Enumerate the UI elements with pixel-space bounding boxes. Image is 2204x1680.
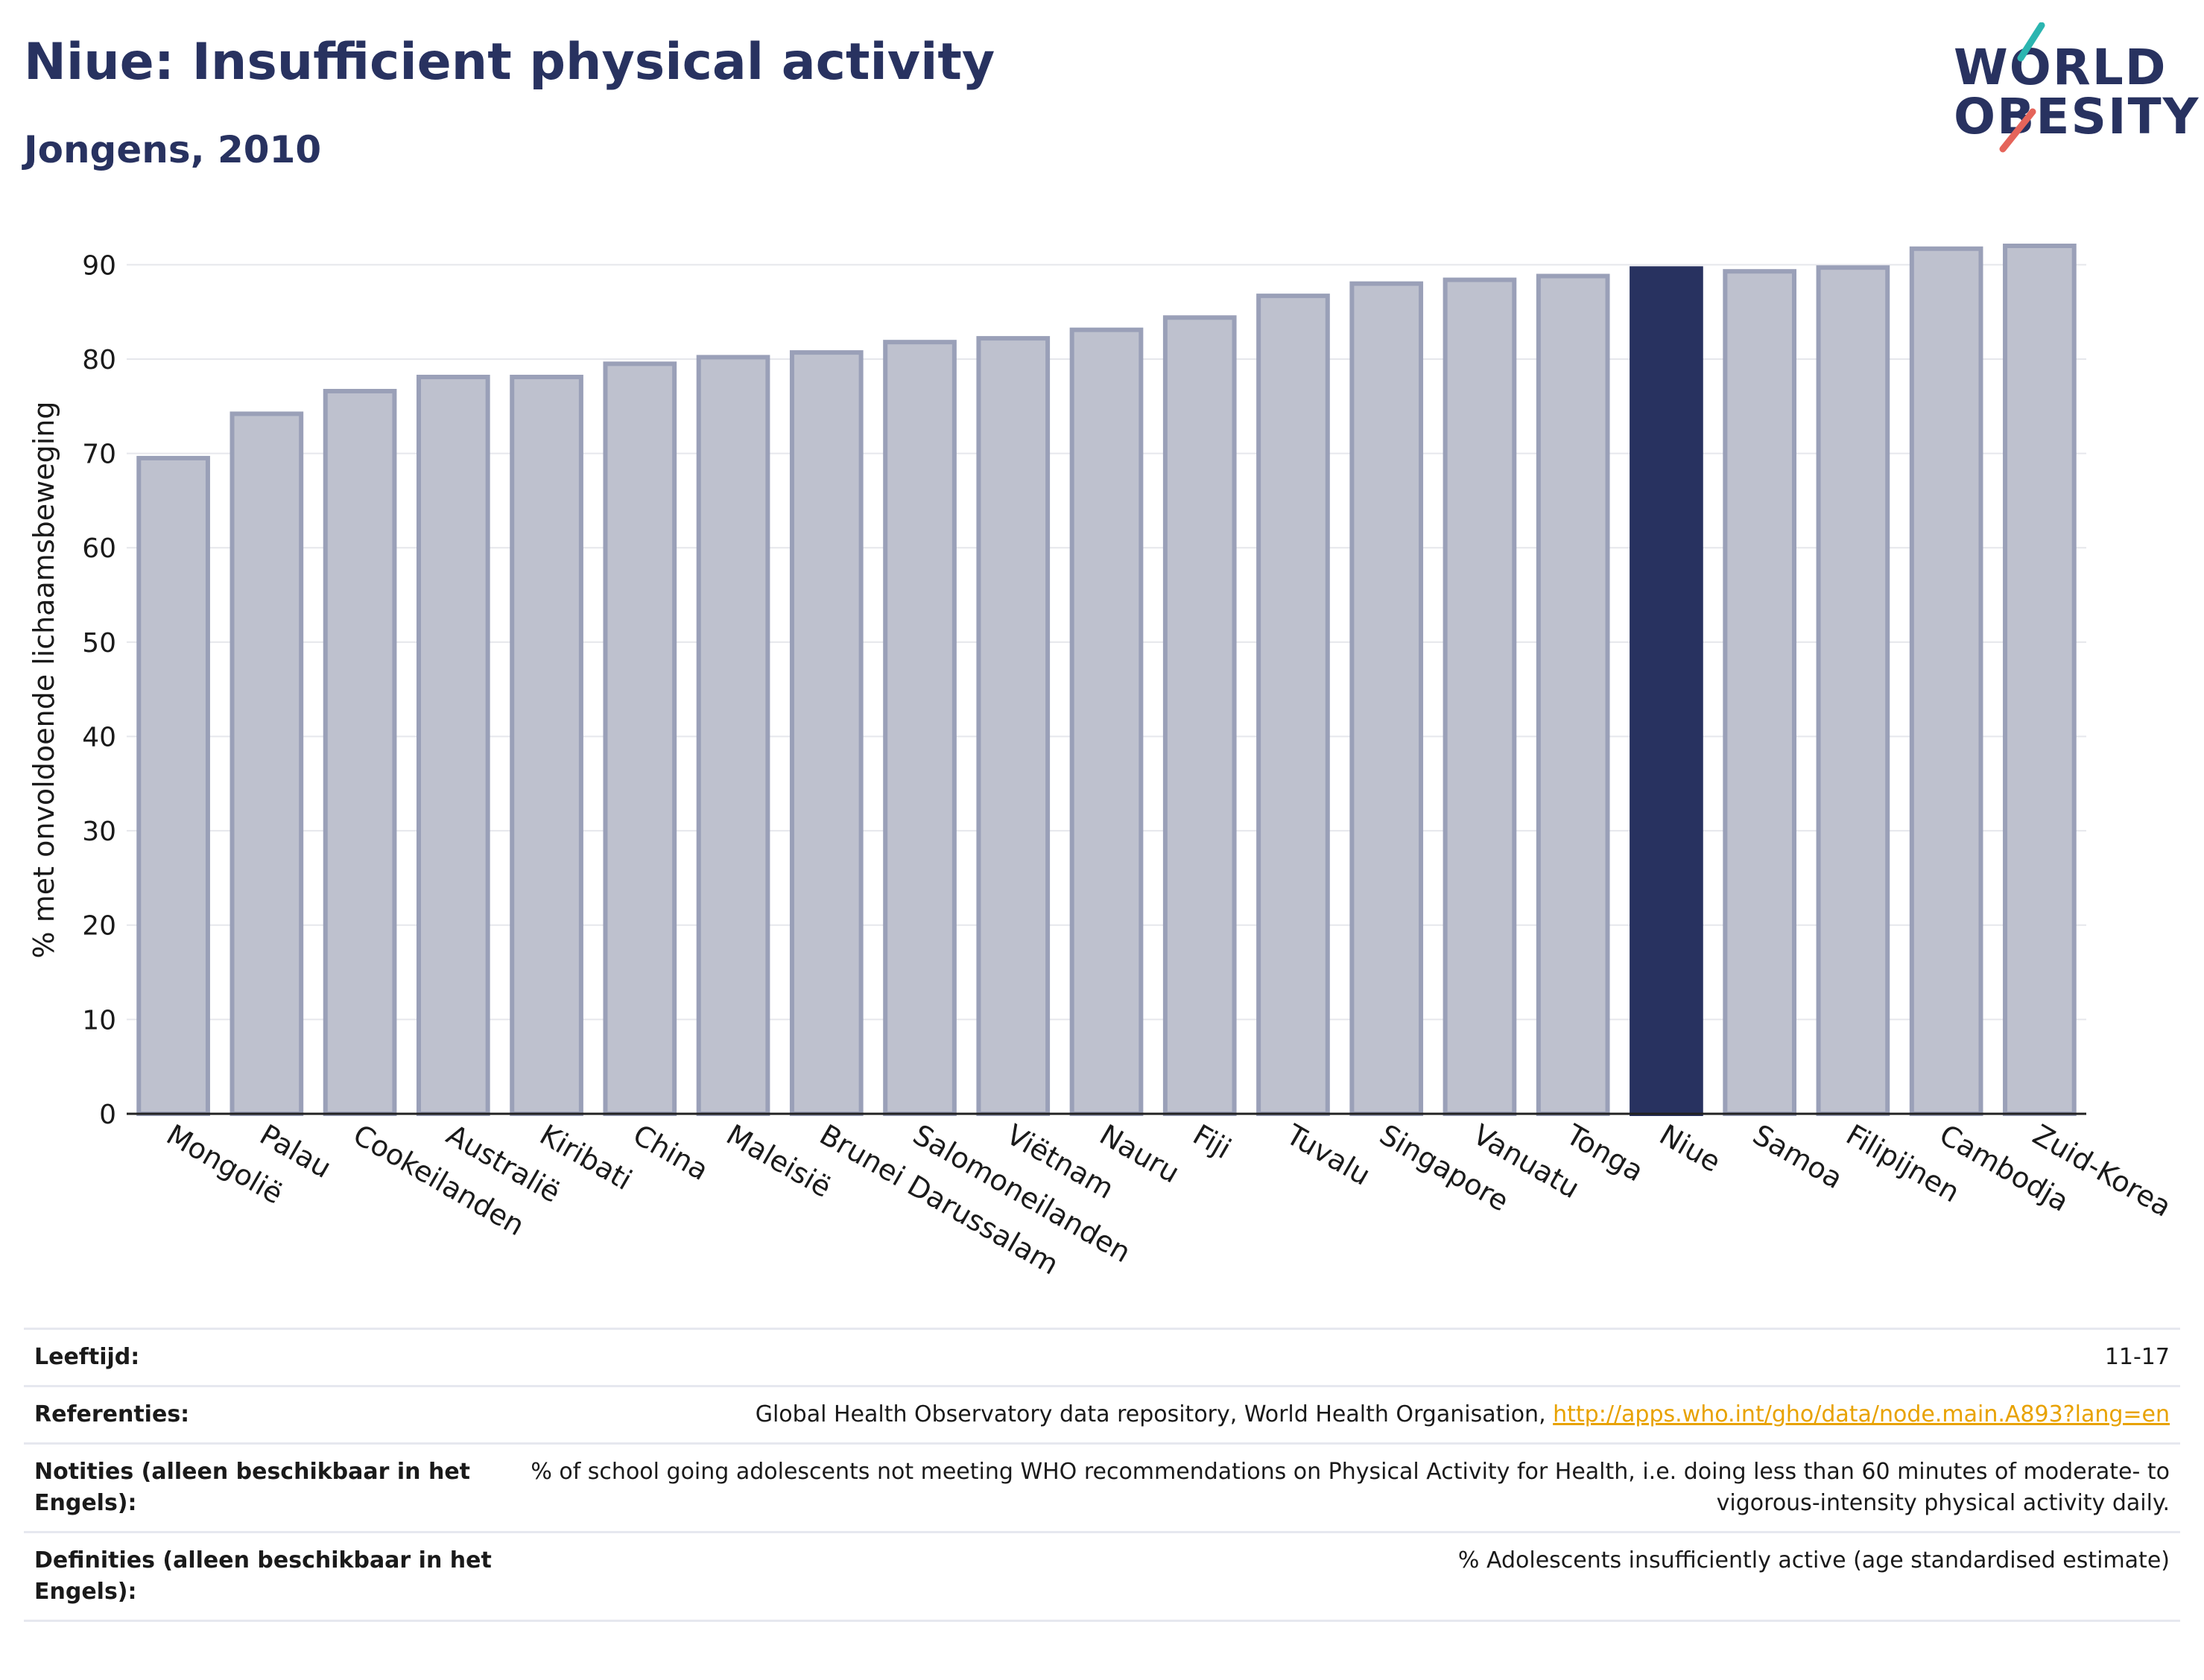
logo-line-2: OBESITY: [1954, 88, 2200, 145]
meta-notes-label: Notities (alleen beschikbaar in het Enge…: [34, 1459, 471, 1516]
bar-8: [883, 340, 957, 1116]
y-tick-label: 20: [82, 911, 116, 942]
x-tick-label: Tuvalu: [1280, 1118, 1375, 1192]
bar-5: [603, 361, 677, 1117]
bar-0: [136, 455, 210, 1116]
y-tick-label: 40: [82, 722, 116, 752]
y-tick-label: 80: [82, 345, 116, 375]
chart-title: Niue: Insufficient physical activity: [24, 33, 995, 92]
y-tick-label: 0: [99, 1100, 116, 1130]
y-tick-label: 60: [82, 533, 116, 564]
meta-age-label: Leeftijd:: [34, 1344, 140, 1370]
meta-references-text: Global Health Observatory data repositor…: [755, 1401, 1554, 1427]
bar-3: [416, 375, 490, 1116]
y-tick-label: 70: [82, 440, 116, 470]
meta-references-label: Referenties:: [34, 1401, 190, 1427]
bar-9: [976, 336, 1051, 1117]
y-tick-label: 50: [82, 628, 116, 659]
meta-notes-value: % of school going adolescents not meetin…: [531, 1459, 2170, 1516]
logo-slash-icon: [1999, 22, 2045, 153]
bar-6: [696, 355, 770, 1117]
bar-1: [229, 411, 304, 1116]
bar-7: [789, 350, 864, 1116]
bar-11: [1162, 315, 1237, 1116]
y-tick-label: 30: [82, 817, 116, 847]
world-obesity-logo: WORLD OBESITY: [1937, 22, 2198, 156]
chart-subtitle: Jongens, 2010: [24, 128, 322, 171]
bar-14: [1443, 277, 1517, 1117]
logo-line-1: WORLD: [1954, 39, 2167, 96]
bar-16: [1630, 266, 1703, 1116]
bar-4: [510, 375, 583, 1116]
x-tick-label: Fiji: [1188, 1118, 1237, 1165]
meta-references-value: Global Health Observatory data repositor…: [756, 1399, 2170, 1430]
bar-15: [1536, 273, 1610, 1116]
meta-definitions-label: Definities (alleen beschikbaar in het En…: [34, 1547, 492, 1605]
bar-20: [2003, 244, 2077, 1116]
x-tick-label: China: [627, 1118, 714, 1187]
metadata-table: Leeftijd: 11-17 Referenties: Global Heal…: [24, 1328, 2180, 1622]
bar-13: [1349, 281, 1424, 1116]
bar-12: [1256, 294, 1330, 1116]
bar-chart: 0 10 20 30 40 50 60 70 80 90 % met onvoldoende lic…: [28, 244, 2176, 1281]
meta-row-references: Referenties: Global Health Observatory d…: [24, 1385, 2180, 1442]
meta-references-link[interactable]: http://apps.who.int/gho/data/node.main.A…: [1553, 1401, 2170, 1427]
bar-18: [1816, 265, 1890, 1116]
bar-10: [1069, 327, 1144, 1117]
bar-17: [1723, 269, 1797, 1117]
meta-row-definitions: Definities (alleen beschikbaar in het En…: [24, 1531, 2180, 1622]
x-tick-label: Maleisië: [721, 1118, 837, 1204]
meta-age-value: 11-17: [2104, 1344, 2170, 1370]
y-tick-label: 90: [82, 250, 116, 281]
meta-row-age: Leeftijd: 11-17: [24, 1328, 2180, 1385]
bar-2: [323, 389, 397, 1116]
x-tick-label: Niue: [1654, 1118, 1726, 1179]
y-axis-label: % met onvoldoende lichaamsbeweging: [28, 402, 60, 959]
meta-row-notes: Notities (alleen beschikbaar in het Enge…: [24, 1442, 2180, 1531]
meta-definitions-value: % Adolescents insufficiently active (age…: [1457, 1547, 2170, 1573]
bar-19: [1909, 246, 1983, 1116]
y-tick-label: 10: [82, 1005, 116, 1036]
x-tick-label: Samoa: [1747, 1118, 1848, 1196]
